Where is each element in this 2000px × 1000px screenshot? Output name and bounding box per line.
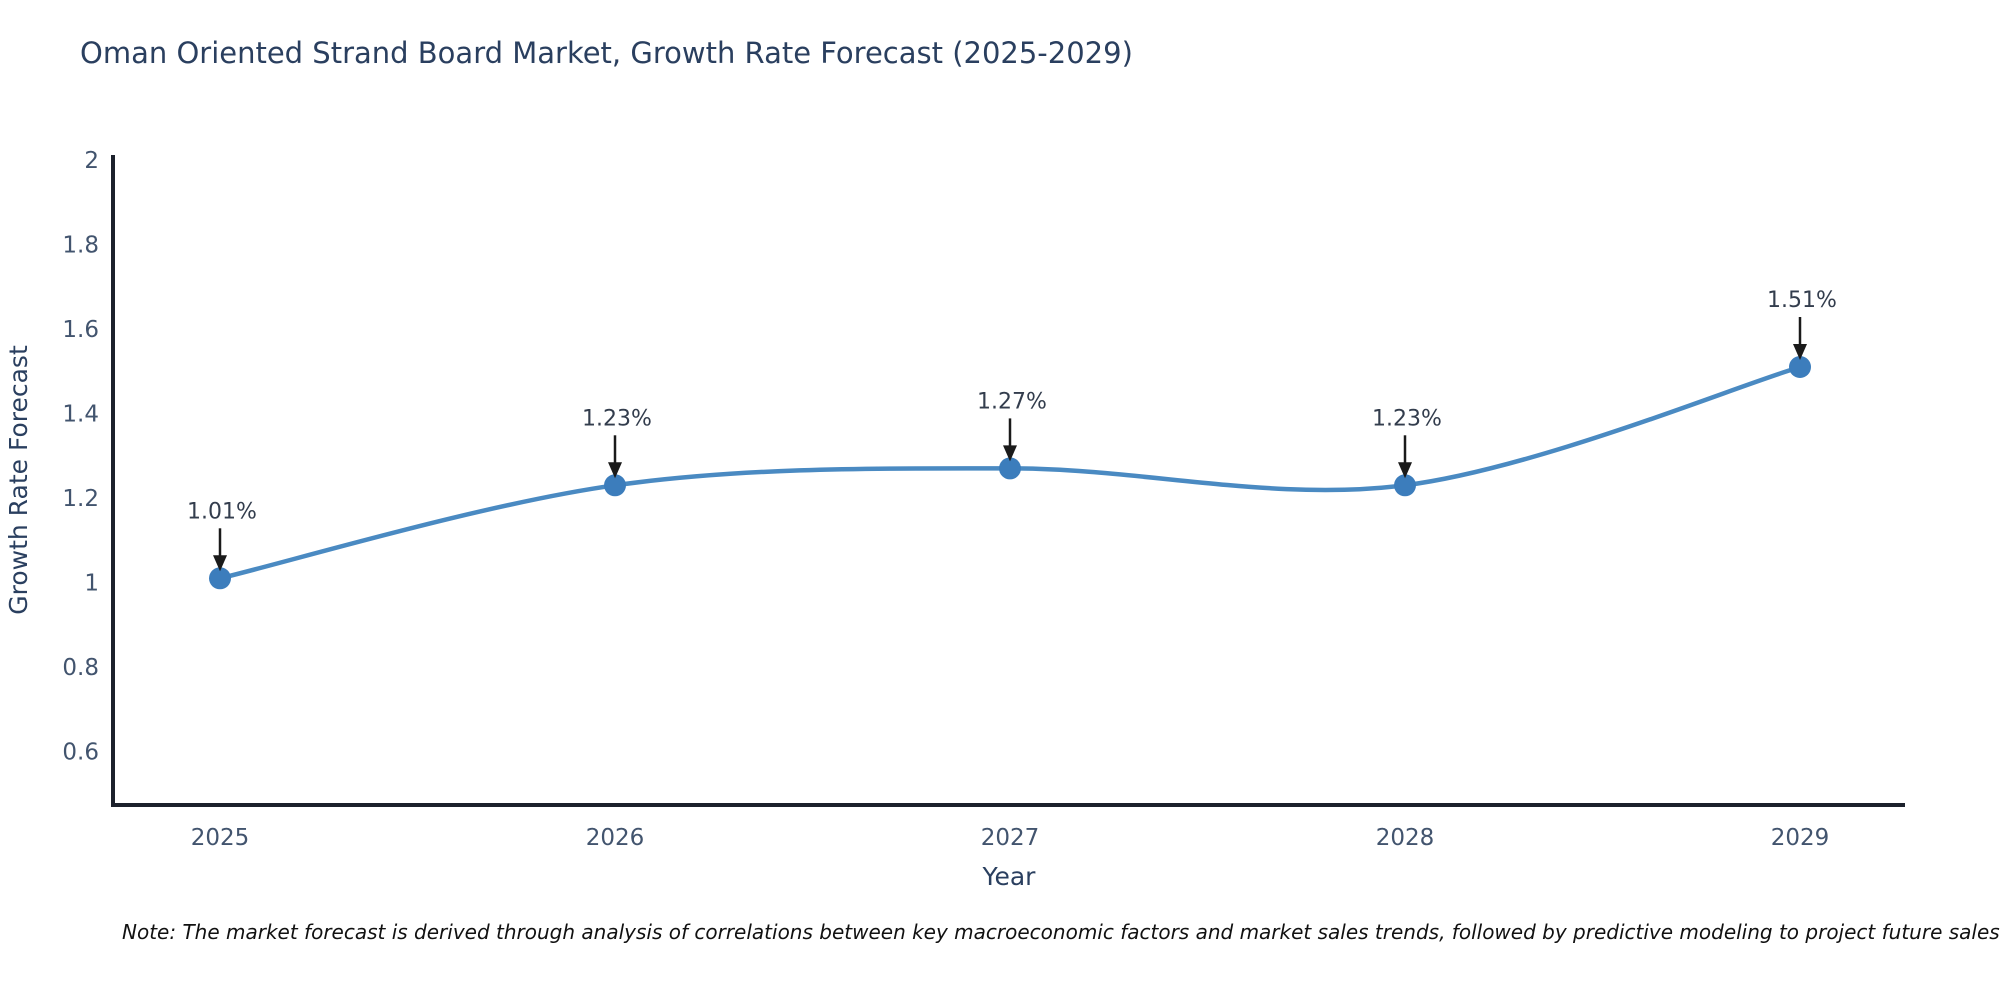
y-tick-label: 1 — [84, 571, 99, 597]
annotation-arrowhead — [1398, 462, 1412, 479]
point-value-label: 1.01% — [187, 499, 257, 524]
x-axis-title: Year — [982, 862, 1037, 891]
y-tick-label: 1.6 — [62, 317, 99, 343]
annotation-arrowhead — [608, 462, 622, 479]
data-point-marker[interactable] — [209, 567, 231, 590]
data-point-marker[interactable] — [999, 457, 1021, 480]
data-point-marker[interactable] — [1394, 474, 1416, 497]
footnote: Note: The market forecast is derived thr… — [122, 920, 2000, 944]
y-axis-title: Growth Rate Forecast — [4, 345, 33, 615]
point-value-label: 1.51% — [1767, 288, 1837, 313]
data-point-marker[interactable] — [604, 474, 626, 497]
annotation-arrowhead — [1003, 445, 1017, 462]
point-value-label: 1.27% — [977, 389, 1047, 414]
y-tick-label: 1.2 — [62, 486, 99, 512]
x-tick-label: 2025 — [191, 825, 250, 851]
annotation-arrowhead — [1793, 344, 1807, 360]
y-tick-label: 1.4 — [62, 402, 99, 428]
data-point-marker[interactable] — [1789, 356, 1811, 378]
x-tick-label: 2028 — [1376, 825, 1435, 851]
annotation-arrowhead — [213, 555, 227, 572]
x-tick-label: 2026 — [586, 825, 645, 851]
y-tick-label: 0.6 — [62, 740, 99, 766]
y-tick-label: 2 — [84, 148, 99, 174]
y-tick-label: 0.8 — [62, 655, 99, 681]
y-tick-label: 1.8 — [62, 233, 99, 259]
x-tick-label: 2027 — [981, 825, 1040, 851]
point-value-label: 1.23% — [582, 406, 652, 431]
point-value-label: 1.23% — [1372, 406, 1442, 431]
x-tick-label: 2029 — [1771, 825, 1830, 851]
chart-title: Oman Oriented Strand Board Market, Growt… — [80, 36, 1133, 70]
